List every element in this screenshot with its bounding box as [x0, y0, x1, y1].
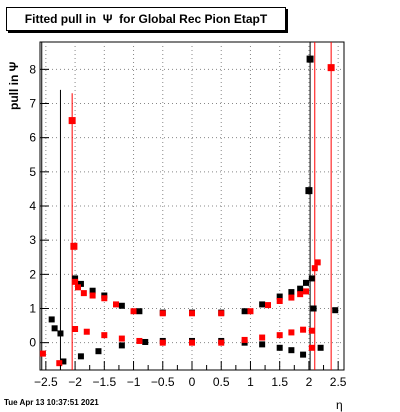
data-point: [259, 341, 266, 348]
x-tick-label: −2.5: [34, 375, 58, 389]
data-point: [308, 327, 315, 334]
data-point: [297, 291, 304, 298]
data-point: [72, 278, 79, 285]
data-point: [118, 335, 125, 342]
data-point: [83, 328, 90, 335]
x-tick-label: −1.5: [92, 375, 116, 389]
data-point: [101, 332, 108, 339]
y-tick-label: 3: [29, 233, 36, 247]
data-point: [241, 336, 248, 343]
data-point: [189, 310, 195, 317]
data-point: [60, 358, 67, 365]
x-axis-label: η: [336, 398, 343, 412]
data-point: [306, 55, 314, 63]
data-point: [288, 294, 295, 301]
y-tick-label: 0: [29, 336, 36, 350]
data-point: [80, 290, 87, 297]
data-point: [118, 342, 125, 349]
y-tick-label: 6: [29, 131, 36, 145]
data-point: [95, 348, 102, 355]
data-point: [327, 64, 335, 72]
data-point: [288, 289, 295, 296]
y-tick-label: 8: [29, 62, 36, 76]
data-point: [142, 338, 149, 345]
chart-title-box: Fitted pull in Ψ for Global Rec Pion Eta…: [6, 7, 286, 31]
data-point: [89, 287, 96, 294]
data-point: [77, 353, 84, 360]
data-point: [247, 308, 254, 315]
x-tick-label: −2: [68, 375, 82, 389]
data-point: [259, 301, 266, 308]
data-point: [317, 344, 324, 351]
data-point: [75, 284, 81, 291]
data-point: [265, 302, 271, 309]
data-point: [77, 280, 84, 287]
data-point: [300, 326, 307, 333]
data-point: [276, 297, 283, 304]
data-point: [51, 325, 58, 332]
error-bars-layer: [41, 42, 332, 370]
data-point: [310, 305, 317, 312]
x-tick-label: −0.5: [151, 375, 175, 389]
data-point: [136, 308, 143, 315]
data-point: [218, 310, 225, 317]
data-point: [300, 351, 307, 358]
series-layer: [39, 55, 339, 367]
y-axis-label: pull in Ψ: [7, 61, 21, 110]
data-point: [314, 259, 321, 266]
timestamp: Tue Apr 13 10:37:51 2021: [4, 398, 99, 407]
data-point: [259, 334, 266, 341]
data-point: [72, 326, 79, 332]
data-point: [218, 339, 225, 346]
data-point: [118, 302, 125, 309]
data-point: [276, 293, 283, 300]
data-point: [288, 329, 295, 336]
data-point: [276, 344, 283, 351]
x-tick-label: 0.5: [213, 375, 230, 389]
data-point: [39, 350, 46, 357]
x-tick-label: −1: [127, 375, 141, 389]
tick-label-layer: −2.5 −2 −1.5 −1 −0.5 0 0.5 1 1.5 2 2.5 0 1 2 3 4 5 6 7 8: [29, 62, 347, 389]
x-tick-label: 0: [189, 375, 196, 389]
data-point: [303, 279, 309, 286]
x-tick-label: 2.5: [330, 375, 347, 389]
data-point: [48, 316, 55, 323]
tick-layer: [40, 68, 339, 370]
x-tick-label: 1: [247, 375, 254, 389]
x-tick-label: 2: [306, 375, 313, 389]
data-point: [297, 285, 304, 292]
data-point: [56, 360, 63, 367]
y-tick-label: 7: [29, 97, 36, 111]
y-tick-label: 1: [29, 302, 36, 316]
data-point: [68, 117, 76, 125]
data-point: [89, 292, 96, 299]
y-tick-label: 2: [29, 267, 36, 281]
data-point: [72, 275, 79, 282]
data-point: [288, 347, 295, 354]
data-point: [57, 330, 64, 337]
data-point: [303, 288, 309, 295]
data-point: [159, 339, 166, 346]
data-point: [332, 307, 339, 314]
data-point: [308, 275, 315, 282]
data-point: [189, 339, 195, 346]
chart-title: Fitted pull in Ψ for Global Rec Pion Eta…: [24, 12, 268, 26]
data-point: [276, 332, 283, 339]
x-tick-label: 1.5: [271, 375, 288, 389]
grid-layer: [40, 42, 344, 370]
data-point: [136, 337, 143, 344]
data-point: [130, 308, 137, 315]
data-point: [113, 301, 119, 308]
data-point: [159, 310, 166, 317]
data-point: [311, 265, 318, 272]
data-point: [101, 295, 108, 302]
data-point: [241, 308, 248, 315]
y-tick-label: 4: [29, 199, 36, 213]
y-tick-label: 5: [29, 165, 36, 179]
data-point: [308, 344, 315, 351]
data-point: [70, 242, 78, 250]
data-point: [305, 187, 313, 195]
